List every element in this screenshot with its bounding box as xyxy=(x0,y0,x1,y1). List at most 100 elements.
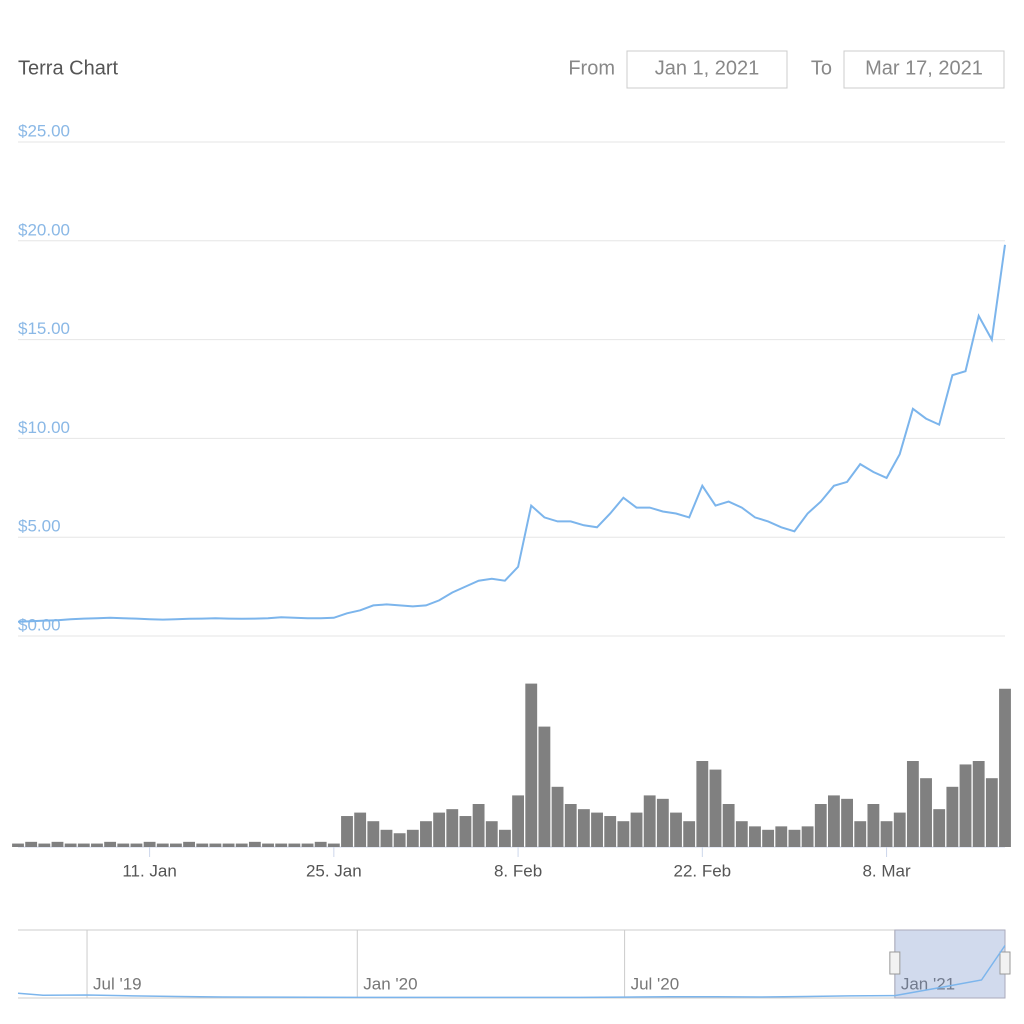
navigator-tick-label: Jan '21 xyxy=(901,974,955,993)
volume-bar xyxy=(156,843,169,847)
navigator-tick-label: Jul '19 xyxy=(93,974,142,993)
volume-bar xyxy=(130,843,143,847)
volume-bar xyxy=(775,826,788,847)
price-line xyxy=(17,244,1006,623)
volume-bar xyxy=(827,795,840,847)
volume-bar xyxy=(801,826,814,847)
volume-bar xyxy=(841,798,854,847)
volume-bar xyxy=(683,821,696,847)
to-input[interactable] xyxy=(843,50,1005,89)
volume-bar xyxy=(446,809,459,847)
navigator-handle[interactable] xyxy=(889,951,901,975)
volume-bar xyxy=(91,843,103,847)
volume-bar xyxy=(643,795,656,847)
volume-bar xyxy=(288,843,301,847)
volume-bar xyxy=(380,829,393,847)
volume-bar xyxy=(749,826,761,847)
volume-bar xyxy=(656,798,669,847)
volume-bar xyxy=(999,688,1011,847)
volume-bar xyxy=(367,821,380,847)
volume-bar xyxy=(577,809,590,847)
volume-bar xyxy=(893,812,906,847)
volume-bar xyxy=(591,812,603,847)
volume-bar xyxy=(327,843,340,847)
navigator-tick-label: Jul '20 xyxy=(631,974,680,993)
volume-bar xyxy=(512,795,525,847)
volume-bar xyxy=(77,843,90,847)
volume-bar xyxy=(920,778,932,847)
volume-bar xyxy=(709,769,722,847)
navigator-selection xyxy=(894,929,1006,999)
volume-bar xyxy=(880,821,893,847)
navigator-handle[interactable] xyxy=(999,951,1011,975)
x-tick-label: 22. Feb xyxy=(673,861,731,880)
y-tick-label: $20.00 xyxy=(18,220,70,239)
volume-bar xyxy=(538,726,551,847)
volume-bar xyxy=(406,829,419,847)
volume-bar xyxy=(696,761,709,847)
volume-bar xyxy=(525,683,538,847)
y-tick-label: $5.00 xyxy=(18,517,61,536)
volume-bar xyxy=(262,843,274,847)
volume-bar xyxy=(235,843,248,847)
from-input[interactable] xyxy=(626,50,788,89)
y-tick-label: $15.00 xyxy=(18,319,70,338)
from-value[interactable]: Jan 1, 2021 xyxy=(655,57,760,79)
to-label: To xyxy=(811,57,832,79)
x-tick-label: 8. Mar xyxy=(862,861,911,880)
x-tick-label: 25. Jan xyxy=(306,861,362,880)
volume-bar xyxy=(209,843,222,847)
to-value[interactable]: Mar 17, 2021 xyxy=(865,57,983,79)
volume-bar xyxy=(183,841,196,847)
volume-bar xyxy=(906,761,919,847)
volume-bar xyxy=(196,843,209,847)
y-tick-label: $25.00 xyxy=(18,121,70,140)
volume-bar xyxy=(788,829,801,847)
volume-bar xyxy=(985,778,998,847)
volume-bar xyxy=(143,841,156,847)
volume-bar xyxy=(604,816,617,847)
volume-bar xyxy=(551,786,564,847)
volume-bar xyxy=(354,812,367,847)
from-label: From xyxy=(568,57,615,79)
y-tick-label: $0.00 xyxy=(18,615,61,634)
volume-bar xyxy=(617,821,630,847)
volume-bar xyxy=(248,841,261,847)
volume-bar xyxy=(814,804,827,847)
volume-bar xyxy=(433,812,446,847)
volume-bar xyxy=(959,764,972,847)
volume-bar xyxy=(630,812,643,847)
volume-bar xyxy=(38,843,51,847)
navigator-line xyxy=(17,945,1006,999)
volume-bar xyxy=(735,821,748,847)
volume-bar xyxy=(275,843,288,847)
volume-bar xyxy=(459,816,472,847)
volume-bar xyxy=(12,843,24,847)
volume-bar xyxy=(51,841,64,847)
chart-title: Terra Chart xyxy=(18,57,118,79)
y-tick-label: $10.00 xyxy=(18,418,70,437)
volume-bar xyxy=(564,804,577,847)
volume-bar xyxy=(933,809,946,847)
volume-bar xyxy=(25,841,38,847)
x-tick-label: 8. Feb xyxy=(494,861,542,880)
volume-bar xyxy=(117,843,130,847)
volume-bar xyxy=(314,841,327,847)
volume-bar xyxy=(222,843,235,847)
volume-bar xyxy=(946,786,959,847)
volume-bar xyxy=(341,816,353,847)
volume-bar xyxy=(169,843,182,847)
volume-bar xyxy=(670,812,682,847)
volume-bar xyxy=(498,829,511,847)
volume-bar xyxy=(722,804,735,847)
x-tick-label: 11. Jan xyxy=(122,861,177,880)
volume-bar xyxy=(64,843,77,847)
volume-bar xyxy=(104,841,117,847)
volume-bar xyxy=(762,829,775,847)
volume-bar xyxy=(485,821,498,847)
volume-bar xyxy=(972,761,985,847)
volume-bar xyxy=(420,821,432,847)
navigator-tick-label: Jan '20 xyxy=(363,974,417,993)
volume-bar xyxy=(854,821,867,847)
